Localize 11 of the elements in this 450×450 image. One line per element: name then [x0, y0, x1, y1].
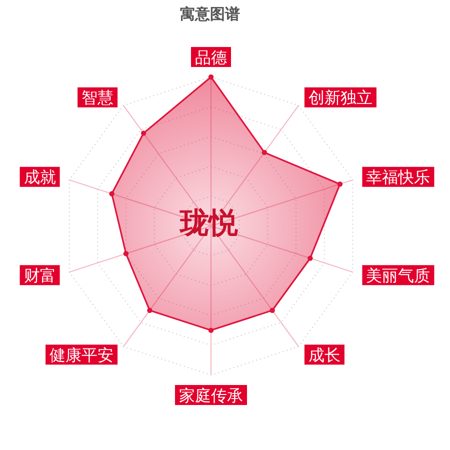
spoke-label: 财富 [24, 266, 56, 285]
text: 珑悦 [179, 205, 239, 240]
spoke-label: 成就 [24, 168, 56, 187]
spoke-label: 品德 [195, 48, 227, 67]
spoke-label: 智慧 [82, 88, 114, 108]
spoke-label: 幸福快乐 [366, 168, 430, 187]
spoke-label: 创新独立 [308, 88, 372, 108]
spoke-label: 美丽气质 [366, 266, 430, 285]
spoke-label: 成长 [308, 345, 340, 364]
chart-title: 寓意图谱 [180, 5, 240, 23]
spoke-label: 健康平安 [50, 345, 114, 364]
